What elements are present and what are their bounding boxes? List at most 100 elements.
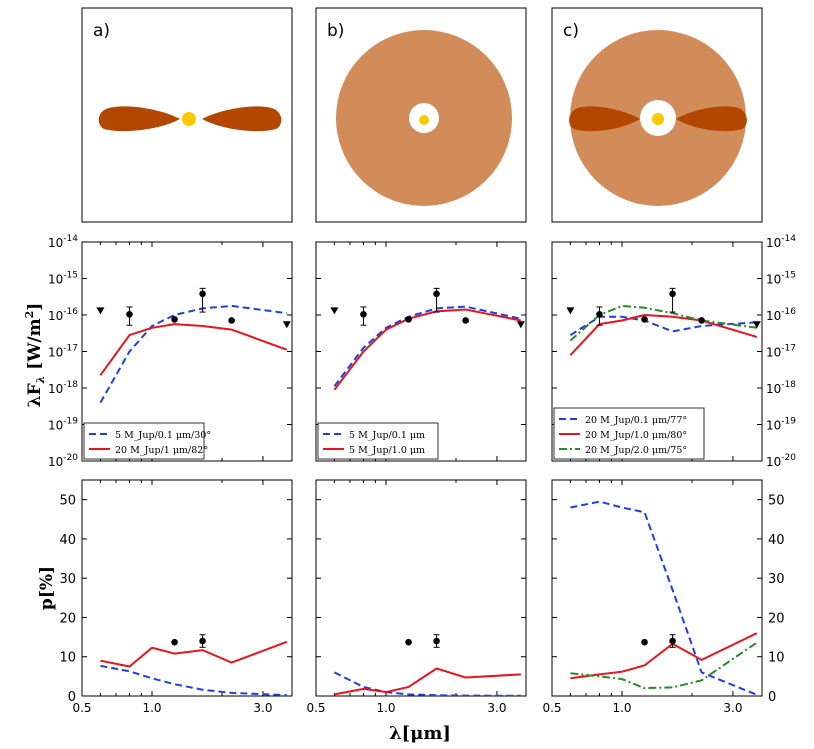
series-line-1 [99, 304, 287, 404]
sed-y-axis-label: λFλ [W/m2] [23, 303, 47, 408]
disk-right-lobe [676, 106, 747, 132]
panel-c-pol: 0.5 1.0 3.0 0 10 20 30 40 50 [542, 479, 785, 715]
y-tick-label: 10 [768, 651, 785, 666]
panel-c-label: c) [563, 21, 579, 41]
y-tick-label: 40 [768, 533, 785, 548]
upper-limit-marker [96, 307, 105, 315]
y-tick-label: 10-20 [48, 453, 78, 469]
y-tick-label: 10-15 [766, 271, 796, 287]
legend-label: 5 M_Jup/1.0 μm [349, 445, 425, 456]
series-line-1 [333, 305, 522, 387]
upper-limit-marker [752, 321, 761, 329]
y-tick-label: 50 [768, 494, 785, 509]
series-line-2 [100, 640, 288, 668]
x-tick-label: 0.5 [306, 701, 325, 715]
x-axis-label: λ[μm] [389, 723, 451, 744]
series-line-2 [99, 323, 288, 376]
series-line-2 [334, 667, 521, 696]
y-tick-label: 50 [59, 494, 76, 509]
upper-limit-marker [566, 307, 575, 315]
y-tick-label: 0 [768, 690, 776, 705]
legend-label: 5 M_Jup/0.1 μm [349, 430, 425, 441]
pol-y-axis-label: p[%] [37, 566, 57, 610]
data-point [228, 317, 235, 324]
panel-b-label: b) [327, 21, 344, 41]
panel-b-sed: 5 M_Jup/0.1 μm 5 M_Jup/1.0 μm [315, 241, 527, 462]
panel-a-pol: 0.5 1.0 3.0 0 10 20 30 40 50 [59, 479, 293, 715]
data-point [199, 290, 206, 298]
series-line-3 [569, 304, 757, 342]
series-line-1 [100, 664, 287, 696]
legend-label: 5 M_Jup/0.1 μm/30° [115, 430, 211, 441]
panel-frame [315, 479, 527, 697]
star-marker [182, 112, 196, 126]
panel-c-diagram: c) [551, 7, 763, 223]
data-point [199, 637, 206, 645]
series-line-2 [570, 632, 758, 680]
series-group [99, 304, 288, 404]
series-group [333, 667, 521, 696]
data-point [596, 310, 603, 318]
data-point [171, 638, 178, 646]
y-tick-label: 10-20 [766, 453, 796, 469]
data-point [126, 310, 133, 318]
y-tick-label: 10-14 [766, 234, 796, 250]
legend-label: 20 M_Jup/1.0 μm/80° [585, 430, 687, 441]
y-tick-label: 40 [59, 533, 76, 548]
star-marker [419, 115, 429, 125]
upper-limit-marker [282, 321, 291, 329]
series-group [333, 305, 522, 391]
legend-label: 20 M_Jup/0.1 μm/77° [585, 415, 687, 426]
legend-label: 20 M_Jup/2.0 μm/75° [585, 445, 687, 456]
series-group [570, 500, 758, 696]
disk-left-lobe [98, 106, 180, 132]
data-point [462, 317, 469, 324]
y-tick-label: 10 [59, 651, 76, 666]
series-line-1 [570, 500, 758, 696]
x-tick-label: 0.5 [72, 701, 91, 715]
series-group [100, 640, 288, 696]
y-tick-label: 10-18 [766, 380, 796, 396]
y-tick-label: 10-14 [48, 234, 78, 250]
y-tick-label: 20 [768, 611, 785, 626]
y-tick-label: 10-18 [48, 380, 78, 396]
y-tick-label: 10-16 [766, 307, 796, 323]
data-point [405, 638, 412, 646]
data-point [433, 290, 440, 298]
y-tick-label: 30 [768, 572, 785, 587]
disk-right-lobe [202, 106, 282, 132]
legend-box [317, 422, 439, 460]
x-tick-label: 1.0 [142, 701, 161, 715]
panel-a-diagram: a) [81, 7, 293, 223]
data-point [641, 638, 648, 646]
data-point [360, 310, 367, 318]
panel-a-label: a) [93, 21, 110, 41]
upper-limit-marker [516, 321, 525, 329]
panel-b-pol: 0.5 1.0 3.0 [306, 479, 527, 715]
y-tick-label: 10-19 [766, 417, 796, 433]
data-point [669, 637, 676, 645]
y-tick-label: 10-15 [48, 271, 78, 287]
panel-a-sed: 10-20 10-19 10-18 10-17 10-16 10-15 10-14 5 M_J… [48, 234, 293, 469]
data-point [641, 316, 648, 323]
y-tick-label: 30 [59, 572, 76, 587]
series-line-2 [569, 313, 758, 356]
x-tick-label: 3.0 [253, 701, 272, 715]
plot-area: 10-20 10-19 10-18 10-17 10-16 10-15 10-14 5 M_J… [48, 234, 796, 715]
legend-label: 20 M_Jup/1 μm/82° [115, 445, 208, 456]
x-tick-label: 0.5 [542, 701, 561, 715]
upper-limit-marker [330, 307, 339, 315]
x-tick-label: 1.0 [612, 701, 631, 715]
panel-c-sed: 10-20 10-19 10-18 10-17 10-16 10-15 10-14 20 M_… [551, 234, 796, 469]
y-tick-label: 0 [68, 690, 76, 705]
data-point [698, 317, 705, 324]
panel-frame [81, 479, 293, 697]
y-tick-label: 10-19 [48, 417, 78, 433]
panel-frame [551, 479, 763, 697]
x-tick-label: 1.0 [376, 701, 395, 715]
panel-b-diagram: b) [315, 7, 527, 223]
data-point [405, 316, 412, 323]
data-point [433, 637, 440, 645]
y-tick-label: 20 [59, 611, 76, 626]
